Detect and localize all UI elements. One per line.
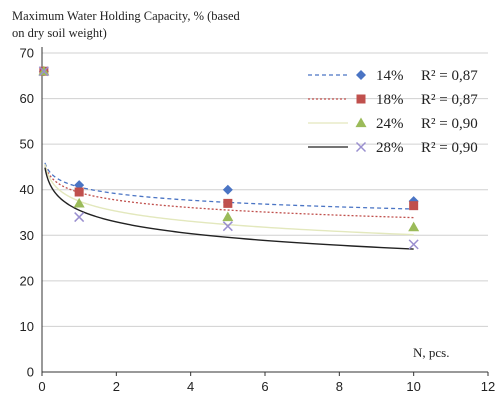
data-point-series-3 bbox=[222, 211, 234, 222]
y-tick-label: 0 bbox=[27, 365, 34, 380]
point-layer bbox=[38, 65, 420, 250]
x-tick-label: 4 bbox=[187, 379, 194, 394]
trendline-series-4 bbox=[44, 167, 414, 250]
data-point-series-4 bbox=[408, 239, 419, 250]
y-tick-label: 30 bbox=[20, 228, 34, 243]
legend-r2-label: R² = 0,87 bbox=[421, 68, 478, 84]
legend-series-name: 24% bbox=[376, 116, 404, 132]
y-tick-label: 60 bbox=[20, 91, 34, 106]
label-layer: Maximum Water Holding Capacity, % (based… bbox=[12, 9, 449, 360]
trend-layer bbox=[44, 162, 414, 250]
x-tick-label: 6 bbox=[261, 379, 268, 394]
data-point-series-1 bbox=[222, 184, 233, 195]
data-point-series-4-stroke bbox=[222, 221, 233, 232]
data-point-series-4 bbox=[222, 221, 233, 232]
legend: 14% R² = 0,87 18% R² = 0,87 24% R² = 0,90 28% R… bbox=[308, 68, 478, 156]
data-point-series-3 bbox=[73, 197, 85, 208]
data-point-series-4 bbox=[74, 212, 85, 223]
x-tick-label: 2 bbox=[113, 379, 120, 394]
y-tick-label: 40 bbox=[20, 182, 34, 197]
legend-marker bbox=[355, 141, 367, 153]
legend-r2-label: R² = 0,90 bbox=[421, 116, 478, 132]
data-point-series-4-stroke bbox=[408, 239, 419, 250]
data-point-series-4-stroke bbox=[74, 212, 85, 223]
x-tick-label: 8 bbox=[336, 379, 343, 394]
legend-series-name: 14% bbox=[376, 68, 404, 84]
data-point-series-4-stroke bbox=[38, 66, 49, 77]
y-tick-label: 70 bbox=[20, 46, 34, 61]
trendline-series-1 bbox=[44, 162, 414, 210]
data-point-series-4 bbox=[38, 66, 49, 77]
data-point-series-3 bbox=[408, 221, 420, 232]
legend-r2-label: R² = 0,90 bbox=[421, 140, 478, 156]
axis-layer: 0 10 20 30 40 50 60 70 0 2 4 6 8 10 12 bbox=[20, 46, 496, 395]
legend-marker-stroke bbox=[355, 141, 367, 153]
legend-marker bbox=[356, 94, 366, 104]
trendline-series-2 bbox=[44, 164, 414, 219]
chart-title-line-2: on dry soil weight) bbox=[12, 26, 107, 40]
y-tick-label: 20 bbox=[20, 273, 34, 288]
legend-marker bbox=[356, 70, 366, 80]
legend-marker bbox=[355, 117, 367, 128]
data-point-series-2 bbox=[74, 187, 84, 197]
x-tick-label: 12 bbox=[481, 379, 495, 394]
legend-series-name: 18% bbox=[376, 92, 404, 108]
x-tick-label: 10 bbox=[406, 379, 420, 394]
data-point-series-2 bbox=[223, 198, 233, 208]
legend-series-name: 28% bbox=[376, 140, 404, 156]
data-point-series-2 bbox=[409, 201, 419, 211]
x-tick-label: 0 bbox=[38, 379, 45, 394]
grid-layer bbox=[42, 52, 488, 327]
x-axis-label: N, pcs. bbox=[413, 345, 449, 360]
chart-title-line-1: Maximum Water Holding Capacity, % (based bbox=[12, 9, 241, 23]
legend-r2-label: R² = 0,87 bbox=[421, 92, 478, 108]
y-tick-label: 50 bbox=[20, 137, 34, 152]
y-tick-label: 10 bbox=[20, 319, 34, 334]
trendline-series-3 bbox=[44, 164, 414, 236]
